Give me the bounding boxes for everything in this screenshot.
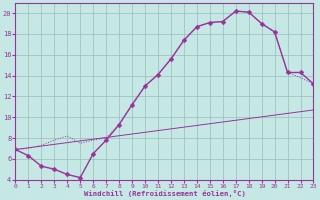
X-axis label: Windchill (Refroidissement éolien,°C): Windchill (Refroidissement éolien,°C) [84, 190, 245, 197]
